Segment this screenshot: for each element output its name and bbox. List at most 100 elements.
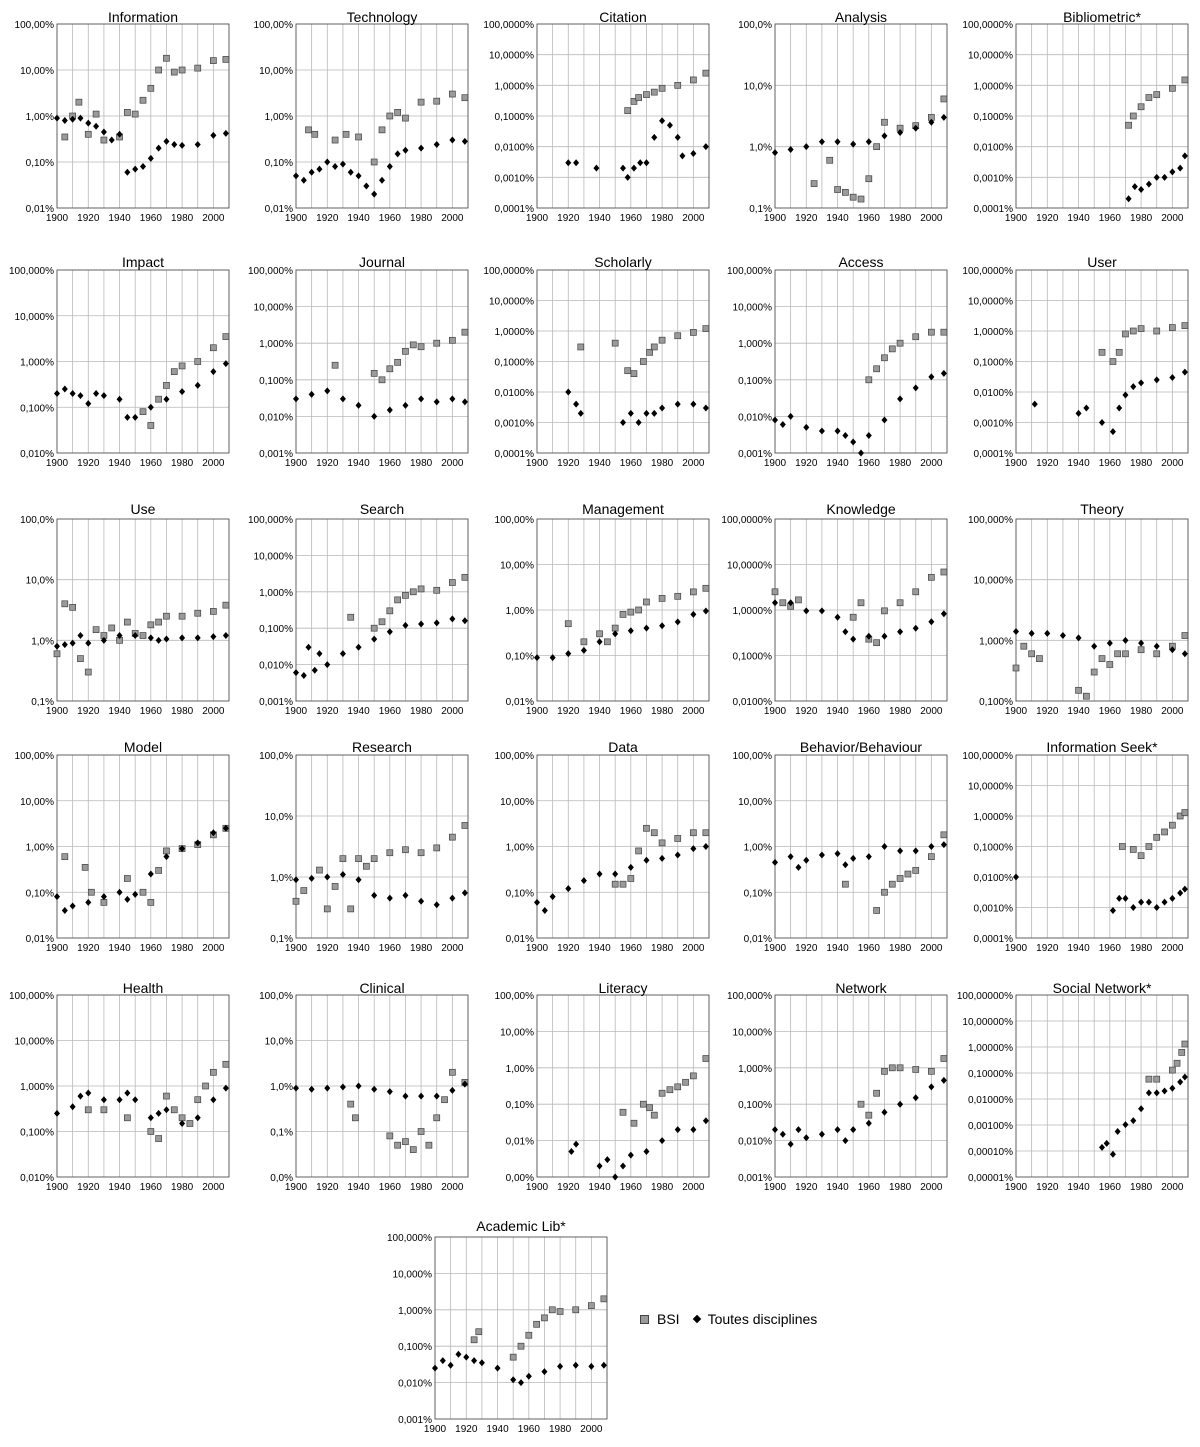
all-disciplines-point: [210, 1096, 217, 1104]
x-tick-label: 2000: [682, 458, 705, 469]
chart-title: Network: [835, 980, 887, 996]
all-disciplines-point: [116, 1096, 123, 1104]
all-disciplines-point: [1153, 1089, 1160, 1097]
y-tick-label: 1,0000%: [733, 606, 773, 617]
all-disciplines-point: [433, 398, 440, 406]
all-disciplines-point: [147, 1114, 154, 1122]
x-tick-label: 1920: [77, 1182, 100, 1193]
bsi-point: [139, 632, 147, 639]
x-tick-label: 1960: [140, 706, 163, 717]
x-tick-label: 1980: [651, 213, 674, 224]
all-disciplines-point: [702, 843, 709, 850]
all-disciplines-point: [651, 409, 658, 417]
all-disciplines-point: [210, 829, 217, 837]
all-disciplines-point: [85, 119, 92, 127]
bsi-point: [163, 1092, 170, 1100]
bsi-point: [702, 325, 710, 332]
all-disciplines-point: [772, 858, 778, 866]
all-disciplines-point: [1099, 419, 1105, 426]
all-disciplines-point: [386, 628, 393, 636]
y-tick-label: 1,000%: [738, 339, 772, 350]
chart-panel: 100,0000% 10,0000% 1,0000% 0,1000% 0,0100% 0,…: [962, 9, 1189, 224]
chart-panel: 100,0% 10,0% 1,0% 0,1%1900 1920 1940 1960 1980 2…: [259, 739, 469, 954]
bsi-point: [1036, 655, 1043, 662]
all-disciplines-point: [316, 650, 323, 658]
all-disciplines-point: [525, 1372, 532, 1380]
chart-panel: 100,00% 10,00% 1,00% 0,10% 0,01% 0,00%1900 192…: [495, 980, 710, 1193]
all-disciplines-point: [124, 168, 131, 176]
y-tick-label: 100,0%: [259, 991, 293, 1002]
bsi-point: [461, 822, 469, 829]
y-tick-label: 10,0000%: [968, 782, 1013, 793]
all-disciplines-point: [194, 1114, 201, 1122]
legend: BSI Toutes disciplines: [640, 1311, 817, 1327]
bsi-point: [630, 1119, 638, 1127]
all-disciplines-point: [308, 168, 315, 176]
y-tick-label: 0,0100%: [974, 873, 1014, 884]
bsi-point: [194, 358, 202, 365]
all-disciplines-point: [928, 1083, 935, 1091]
x-tick-label: 1960: [140, 458, 163, 469]
x-tick-label: 1940: [1067, 943, 1090, 954]
bsi-point: [210, 344, 217, 352]
all-disciplines-point: [386, 1088, 393, 1096]
x-tick-label: 2000: [202, 943, 225, 954]
x-tick-label: 1960: [1099, 213, 1122, 224]
all-disciplines-point: [447, 1361, 454, 1369]
bsi-point: [912, 333, 920, 341]
bsi-point: [1090, 668, 1098, 676]
all-disciplines-point: [850, 1126, 857, 1134]
bsi-point: [186, 1120, 194, 1127]
all-disciplines-point: [842, 861, 849, 869]
chart-title: Technology: [347, 9, 418, 25]
x-tick-label: 1920: [557, 213, 580, 224]
bsi-point: [611, 624, 619, 632]
bsi-point: [888, 1064, 896, 1072]
plot-frame: [295, 269, 469, 454]
bsi-point: [896, 875, 904, 882]
bsi-point: [355, 133, 362, 141]
all-disciplines-point: [54, 1109, 60, 1117]
bsi-point: [1106, 661, 1114, 668]
all-disciplines-point: [541, 906, 548, 914]
bsi-point: [339, 855, 347, 862]
bsi-point: [84, 668, 92, 676]
all-disciplines-point: [803, 856, 810, 864]
bsi-point: [61, 133, 69, 141]
y-tick-label: 0,010%: [20, 1173, 54, 1184]
all-disciplines-point: [674, 400, 681, 408]
plot-frame: [536, 518, 710, 702]
all-disciplines-point: [940, 113, 947, 121]
all-disciplines-point: [332, 162, 339, 170]
all-disciplines-point: [912, 124, 919, 132]
y-tick-label: 0,0010%: [974, 173, 1014, 184]
all-disciplines-point: [1169, 894, 1176, 902]
y-tick-label: 0,001%: [738, 449, 772, 460]
bsi-point: [475, 1328, 483, 1336]
x-tick-label: 1940: [1067, 1182, 1090, 1193]
chart-panel: 100,0000% 10,0000% 1,0000% 0,1000% 0,0100% 0,…: [483, 254, 710, 469]
y-tick-label: 1,0000%: [974, 81, 1014, 92]
bsi-point: [355, 855, 362, 862]
chart-title: Behavior/Behaviour: [800, 739, 923, 755]
all-disciplines-point: [394, 150, 401, 158]
bsi-point: [433, 844, 441, 852]
y-tick-label: 0,00001%: [968, 1173, 1013, 1184]
x-tick-label: 1940: [1067, 706, 1090, 717]
y-tick-label: 1,0000%: [495, 327, 535, 338]
all-disciplines-point: [132, 165, 139, 173]
bsi-point: [202, 1082, 209, 1090]
y-tick-label: 10,000%: [733, 303, 773, 314]
all-disciplines-point: [418, 620, 425, 628]
bsi-point: [928, 328, 935, 336]
chart-panel: 100,00% 10,00% 1,00% 0,10% 0,01%1900 1920 1940…: [495, 501, 710, 717]
x-tick-label: 1900: [46, 1182, 69, 1193]
plot-frame: [56, 994, 230, 1178]
x-tick-label: 1900: [424, 1424, 447, 1435]
y-tick-label: 100,000%: [387, 1233, 432, 1244]
y-tick-label: 0,00100%: [968, 1121, 1013, 1132]
bsi-point: [378, 126, 386, 134]
all-disciplines-point: [463, 1353, 470, 1361]
x-tick-label: 1980: [410, 213, 433, 224]
